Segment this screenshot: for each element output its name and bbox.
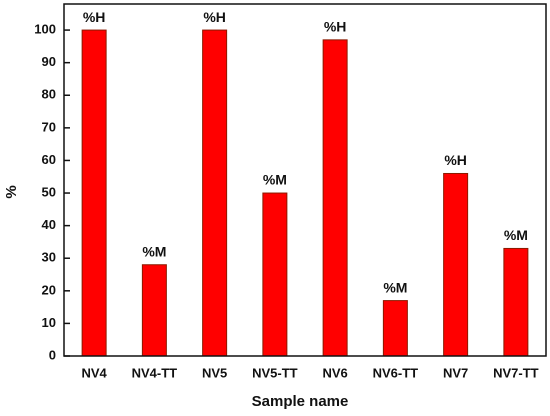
plot-frame <box>63 3 547 357</box>
bar-label: %H <box>83 9 106 25</box>
x-tick-label: NV6-TT <box>373 365 419 380</box>
y-tick-label: 80 <box>42 87 56 102</box>
y-tick-label: 50 <box>42 184 56 199</box>
bar <box>81 29 107 357</box>
bar-label: %M <box>383 279 407 295</box>
x-axis-title: Sample name <box>252 393 349 410</box>
x-tick-label: NV5 <box>202 365 227 380</box>
bar <box>202 29 228 357</box>
y-axis-title: % <box>3 185 20 198</box>
y-tick-label: 20 <box>42 282 56 297</box>
bar <box>443 172 469 357</box>
bar <box>322 39 348 357</box>
bar-label: %H <box>444 152 467 168</box>
x-tick-label: NV7 <box>443 365 468 380</box>
x-tick-label: NV6 <box>322 365 347 380</box>
bar <box>262 192 288 357</box>
x-tick-label: NV7-TT <box>493 365 539 380</box>
x-tick-label: NV4 <box>81 365 107 380</box>
y-tick-label: 60 <box>42 152 56 167</box>
x-tick-label: NV5-TT <box>252 365 298 380</box>
bar-label: %M <box>142 243 166 259</box>
bar <box>503 247 529 357</box>
bar-label: %M <box>263 172 287 188</box>
bar <box>141 264 167 357</box>
y-tick-label: 40 <box>42 217 56 232</box>
y-tick-label: 0 <box>49 347 56 362</box>
x-tick-label: NV4-TT <box>132 365 178 380</box>
y-tick-label: 10 <box>42 315 56 330</box>
bar-label: %H <box>203 9 226 25</box>
bar <box>382 300 408 357</box>
y-tick-label: 100 <box>34 22 56 37</box>
y-tick-label: 90 <box>42 54 56 69</box>
bar-label: %M <box>504 227 528 243</box>
bar-label: %H <box>324 19 347 35</box>
y-tick-label: 30 <box>42 250 56 265</box>
y-tick-label: 70 <box>42 119 56 134</box>
